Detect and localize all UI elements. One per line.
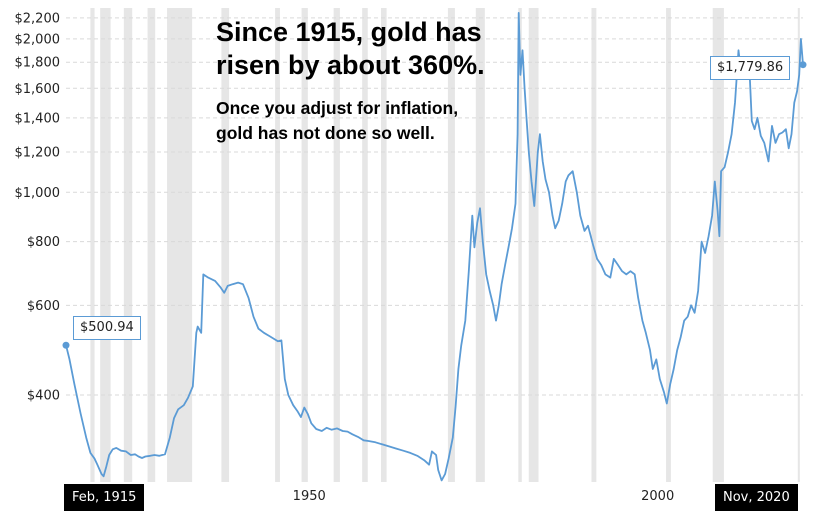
end-point [799, 61, 807, 69]
y-tick-label: $800 [27, 235, 60, 250]
recession-band [475, 8, 485, 482]
y-tick-label: $1,600 [15, 82, 61, 97]
y-tick-label: $2,200 [15, 11, 61, 26]
recession-band [167, 8, 193, 482]
subheadline: Once you adjust for inflation, gold has … [216, 96, 516, 146]
headline-line-2: risen by about 360%. [216, 50, 485, 80]
y-tick-label: $400 [27, 389, 60, 404]
series-line [65, 12, 804, 482]
x-tick-label: 2000 [641, 489, 674, 504]
y-tick-label: $1,200 [15, 145, 61, 160]
recession-bands [90, 8, 800, 482]
y-tick-label: $600 [27, 299, 60, 314]
recession-band [712, 8, 724, 482]
x-start-label: Feb, 1915 [64, 484, 145, 511]
start-point [62, 341, 70, 349]
recession-band [797, 8, 800, 482]
y-tick-label: $1,000 [15, 186, 61, 201]
recession-band [362, 8, 368, 482]
recession-band [447, 8, 455, 482]
recession-band [123, 8, 133, 482]
start-value-callout: $500.94 [73, 316, 141, 340]
y-tick-label: $2,000 [15, 32, 61, 47]
recession-band [381, 8, 387, 482]
end-value-callout: $1,779.86 [710, 56, 791, 80]
recession-band [301, 8, 308, 482]
recession-band [666, 8, 671, 482]
y-tick-label: $1,400 [15, 111, 61, 126]
recession-band [90, 8, 95, 482]
recession-band [275, 8, 280, 482]
y-axis-ticks: $400 $600 $800 $1,000 $1,200 $1,400 $1,600 $1,8… [15, 11, 61, 403]
x-tick-label: 1950 [293, 489, 326, 504]
recession-band [333, 8, 340, 482]
x-axis-ticks: 1950 2000 [293, 489, 675, 504]
y-tick-label: $1,800 [15, 56, 61, 71]
subheadline-line-1: Once you adjust for inflation, [216, 98, 459, 118]
price-series [62, 12, 807, 482]
subheadline-line-2: gold has not done so well. [216, 123, 435, 143]
recession-band [528, 8, 539, 482]
x-end-label: Nov, 2020 [715, 484, 798, 511]
recession-band [147, 8, 156, 482]
headline-line-1: Since 1915, gold has [216, 17, 482, 47]
recession-band [100, 8, 111, 482]
headline: Since 1915, gold has risen by about 360%… [216, 16, 516, 82]
recession-band [221, 8, 230, 482]
recession-band [518, 8, 522, 482]
